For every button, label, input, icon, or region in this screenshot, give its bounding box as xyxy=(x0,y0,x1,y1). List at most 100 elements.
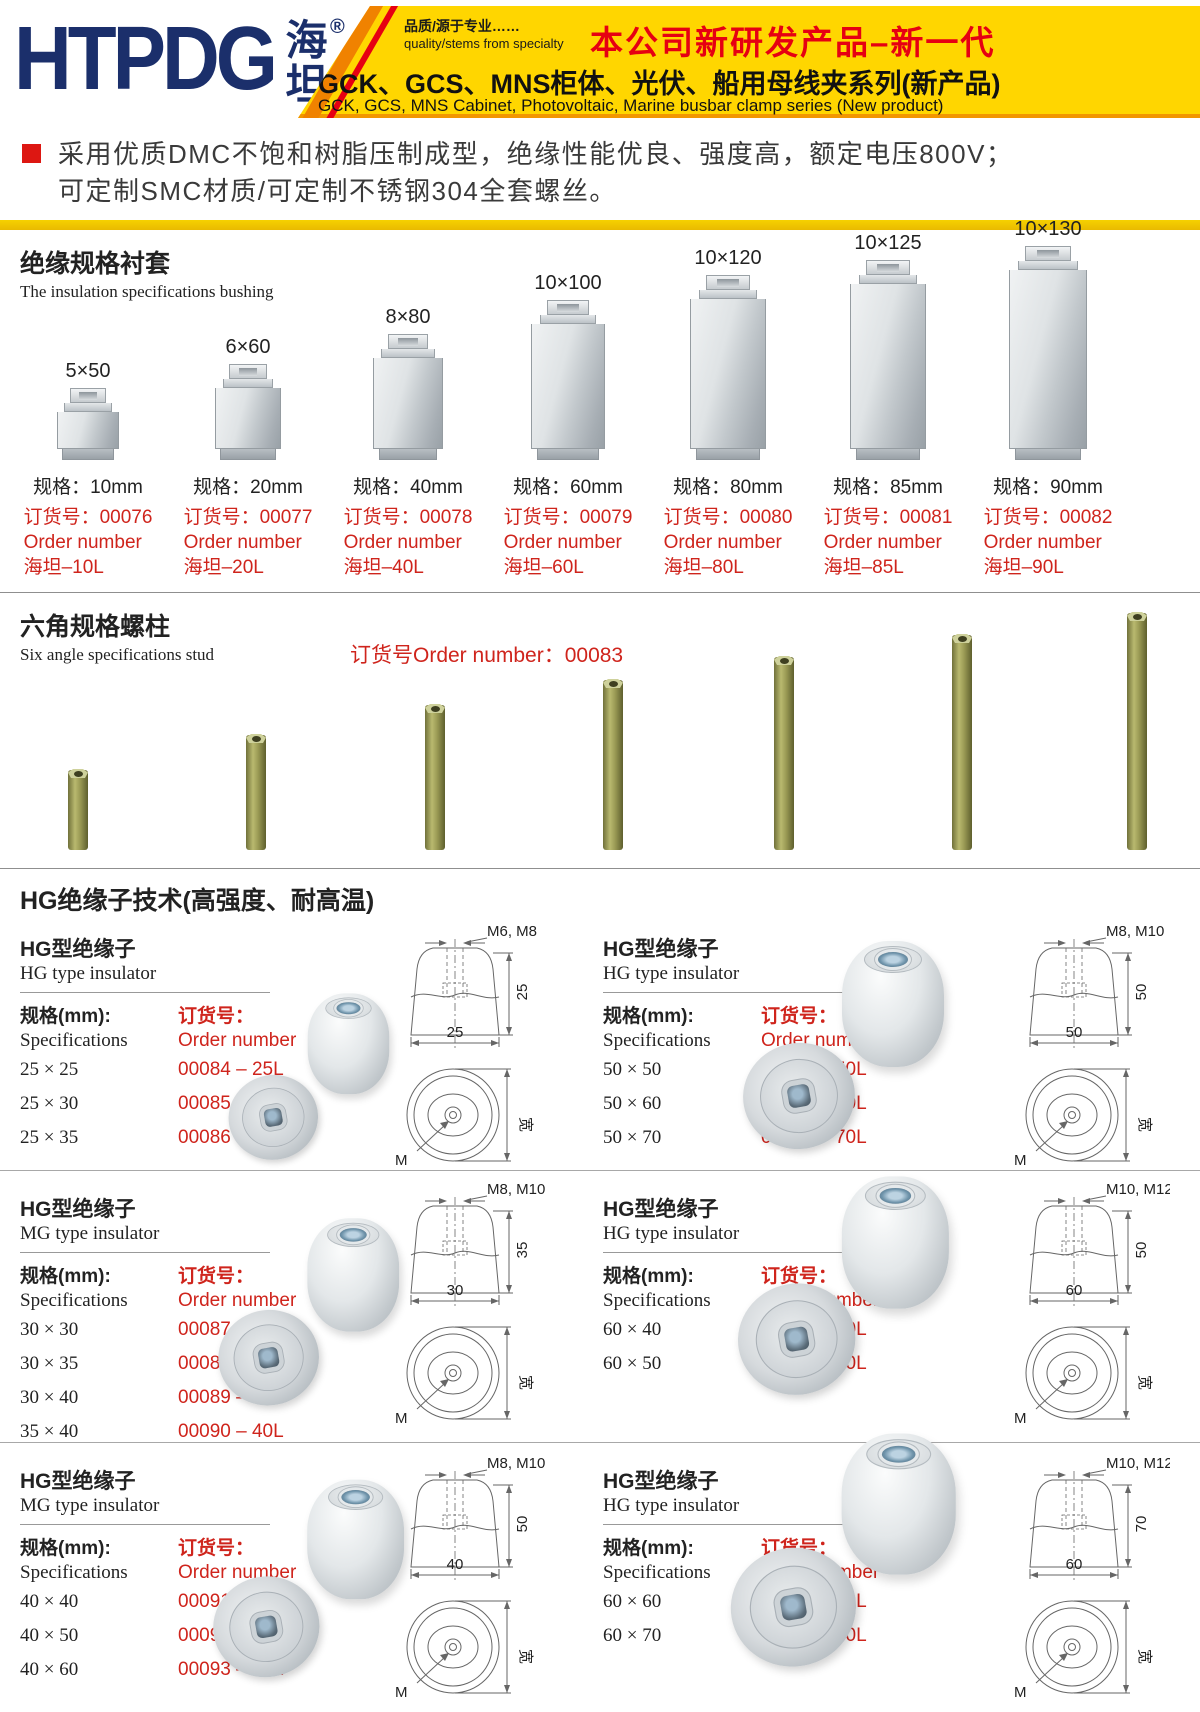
bushing-model: 海坦–90L xyxy=(983,556,1064,578)
table-row: 35 × 40 00090 – 40L xyxy=(20,1415,360,1449)
bushing-model: 海坦–20L xyxy=(183,556,264,578)
bushing-label-column: 规格：90mm 订货号：00082 Order number 海坦–90L xyxy=(968,472,1128,580)
bushing-image xyxy=(850,259,926,460)
insulator-photo xyxy=(221,993,393,1167)
bushing-column: 10×100 xyxy=(488,272,648,460)
spec-header-en: Specifications xyxy=(603,1029,711,1051)
plan-width-label: 宽 xyxy=(517,1375,534,1390)
hg-panel: HG型绝缘子 MG type insulator 规格(mm): Specific… xyxy=(0,1443,555,1712)
spec-cell: 60 × 50 xyxy=(603,1352,662,1374)
bushing-order-english: Order number xyxy=(23,531,142,553)
spec-cell: 25 × 30 xyxy=(20,1092,79,1114)
bushing-column: 8×80 xyxy=(328,306,488,460)
insulator-standing xyxy=(307,993,390,1095)
panel-title-chinese: HG型绝缘子 xyxy=(603,938,719,962)
thread-size-label: M8, M10 xyxy=(487,1183,545,1198)
bushing-cap xyxy=(865,259,911,275)
dimension-diagram: M8, M10 50 50 M 宽 xyxy=(1014,925,1164,1169)
bushing-foot xyxy=(220,448,276,460)
registered-mark: ® xyxy=(330,16,345,38)
bushing-image xyxy=(215,363,281,460)
red-square-bullet xyxy=(22,144,41,163)
tagline-english: quality/stems from specialty xyxy=(404,36,564,51)
bushing-label-row: 规格：10mm 订货号：00076 Order number 海坦–10L 规格… xyxy=(0,472,1200,580)
spec-cell: 30 × 30 xyxy=(20,1318,79,1340)
panel-title-chinese: HG型绝缘子 xyxy=(20,1470,136,1494)
panel-underline xyxy=(603,1252,853,1254)
bushing-section-header: 绝缘规格衬套 The insulation specifications bus… xyxy=(20,244,274,302)
insulator-standing xyxy=(841,1433,956,1575)
order-cell: 00090 – 40L xyxy=(178,1421,284,1443)
bushing-collar xyxy=(222,378,274,388)
bushing-size-label: 10×130 xyxy=(1014,217,1082,240)
promo-headline: 本公司新研发产品–新一代 xyxy=(590,24,996,61)
bushing-label-column: 规格：85mm 订货号：00081 Order number 海坦–85L xyxy=(808,472,968,580)
threaded-hole xyxy=(339,1228,367,1242)
spec-header-en: Specifications xyxy=(20,1029,128,1051)
bushing-foot xyxy=(696,448,760,460)
bushing-order-english: Order number xyxy=(503,531,622,553)
height-dimension: 25 xyxy=(514,984,531,1001)
insulator-front-view xyxy=(205,1568,328,1686)
bushing-foot xyxy=(536,448,600,460)
bushing-product-row: 5×50 6×60 8×80 10×100 10×120 10×125 xyxy=(0,218,1200,460)
bushing-foot xyxy=(61,448,115,460)
panel-title-chinese: HG型绝缘子 xyxy=(20,1198,136,1222)
stud-order-number: 订货号Order number：00083 xyxy=(350,644,624,668)
hg-panel: HG型绝缘子 HG type insulator 规格(mm): Specific… xyxy=(555,1433,1200,1712)
bushing-body xyxy=(850,283,926,449)
bushing-order-number: 订货号：00082 xyxy=(983,506,1113,528)
plan-width-label: 宽 xyxy=(517,1117,534,1132)
bushing-cap xyxy=(70,387,106,403)
bushing-collar xyxy=(539,314,597,324)
bushing-spec: 规格：90mm xyxy=(993,476,1103,498)
panel-underline xyxy=(20,1524,270,1526)
stud-image xyxy=(246,735,266,851)
bushing-section: 绝缘规格衬套 The insulation specifications bus… xyxy=(0,218,1200,594)
insulator-front-view xyxy=(729,1274,865,1405)
series-title-english: GCK, GCS, MNS Cabinet, Photovoltaic, Mar… xyxy=(318,96,944,115)
spec-cell: 40 × 50 xyxy=(20,1624,79,1646)
stud-title-chinese: 六角规格螺柱 xyxy=(20,613,171,642)
insulator-photo xyxy=(205,1479,408,1686)
bushing-image xyxy=(57,387,119,460)
bushing-size-label: 10×100 xyxy=(534,271,602,294)
insulator-photo xyxy=(729,1176,953,1405)
plan-drawing xyxy=(406,1600,512,1694)
height-dimension: 50 xyxy=(514,1516,531,1533)
height-dimension: 50 xyxy=(1133,984,1150,1001)
bushing-hole xyxy=(79,391,97,400)
dimension-diagram: M8, M10 35 30 M 宽 xyxy=(395,1183,545,1427)
bushing-order-english: Order number xyxy=(663,531,782,553)
thread-size-label: M8, M10 xyxy=(1106,925,1164,940)
dimension-diagram: M6, M8 25 25 M 宽 xyxy=(395,925,537,1169)
stud-image xyxy=(603,680,623,851)
bushing-label-column: 规格：10mm 订货号：00076 Order number 海坦–10L xyxy=(8,472,168,580)
spec-cell: 25 × 35 xyxy=(20,1126,79,1148)
panel-title-english: HG type insulator xyxy=(603,963,740,985)
bushing-foot xyxy=(378,448,438,460)
spec-cell: 30 × 40 xyxy=(20,1386,79,1408)
spec-cell: 50 × 50 xyxy=(603,1058,662,1080)
bushing-column: 10×120 xyxy=(648,247,808,460)
intro-paragraph: 采用优质DMC不饱和树脂压制成型，绝缘性能优良、强度高，额定电压800V； 可定… xyxy=(0,126,1200,216)
plan-width-label: 宽 xyxy=(1136,1375,1153,1390)
thread-m-label: M xyxy=(1014,1410,1027,1427)
bushing-model: 海坦–40L xyxy=(343,556,424,578)
panel-title-chinese: HG型绝缘子 xyxy=(603,1198,719,1222)
table-header: 规格(mm):Specifications 订货号：Order number xyxy=(603,1537,943,1585)
spec-cell: 25 × 25 xyxy=(20,1058,79,1080)
bushing-size-label: 10×125 xyxy=(854,231,922,254)
tagline-chinese: 品质/源于专业…… xyxy=(404,18,520,34)
bushing-collar xyxy=(64,402,112,412)
height-dimension: 50 xyxy=(1133,1242,1150,1259)
thread-size-label: M8, M10 xyxy=(487,1457,545,1472)
insulator-photo xyxy=(721,1433,961,1677)
bushing-size-label: 5×50 xyxy=(65,359,111,382)
threaded-hole xyxy=(878,952,908,968)
bushing-column: 6×60 xyxy=(168,336,328,460)
bushing-hole xyxy=(1036,249,1060,258)
spec-cell: 60 × 40 xyxy=(603,1318,662,1340)
spec-header-cn: 规格(mm): xyxy=(603,1538,694,1560)
panel-title-chinese: HG型绝缘子 xyxy=(20,938,136,962)
